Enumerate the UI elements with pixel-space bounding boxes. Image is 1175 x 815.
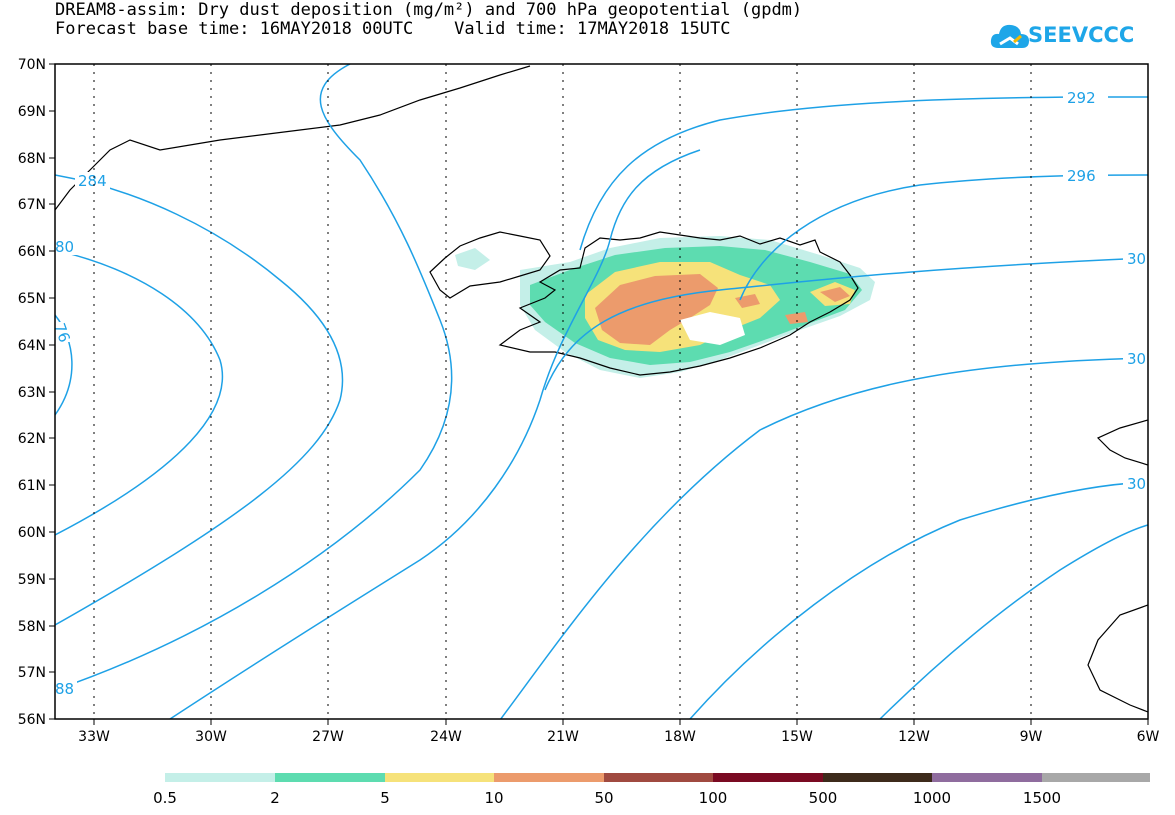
contour-280 xyxy=(55,249,224,536)
colorbar-label: 5 xyxy=(380,789,390,807)
contour-292 xyxy=(579,96,1148,251)
lon-label: 6W xyxy=(1137,729,1160,745)
grid-lines xyxy=(93,64,1032,719)
contour-label: 30 xyxy=(1127,475,1146,493)
contour-284 xyxy=(55,174,344,626)
greenland-coastline xyxy=(55,65,531,211)
contour-304 xyxy=(879,524,1148,719)
lat-label: 67N xyxy=(18,197,46,213)
westfjords-coastline xyxy=(429,231,551,299)
seevccc-logo: SEEVCCC xyxy=(990,16,1160,56)
lat-label: 59N xyxy=(18,572,46,588)
dust-shading xyxy=(455,236,875,378)
colorbar-swatch xyxy=(275,773,385,782)
plot-frame xyxy=(54,63,1149,720)
lon-labels: 33W 30W 27W 24W 21W 18W 15W 12W 9W 6W xyxy=(78,729,1159,745)
lat-label: 61N xyxy=(18,478,46,494)
contour-label: 284 xyxy=(78,172,107,190)
map-title: DREAM8-assim: Dry dust deposition (mg/m²… xyxy=(55,0,803,20)
contour-300c xyxy=(689,481,1148,719)
cloud-icon xyxy=(990,24,1029,48)
logo-text: SEEVCCC xyxy=(1028,23,1135,47)
lon-label: 27W xyxy=(312,729,344,745)
colorbar-swatch xyxy=(165,773,275,782)
lon-label: 12W xyxy=(898,729,930,745)
contour-label-boxes xyxy=(55,89,1148,697)
colorbar-label: 1500 xyxy=(1022,789,1062,807)
scotland-coastline xyxy=(1087,604,1148,713)
lat-label: 70N xyxy=(18,57,46,73)
lat-label: 56N xyxy=(18,712,46,728)
contour-label: 88 xyxy=(55,680,74,698)
colorbar-label: 10 xyxy=(484,789,504,807)
lat-label: 62N xyxy=(18,431,46,447)
lat-label: 63N xyxy=(18,385,46,401)
colorbar-label: 50 xyxy=(594,789,614,807)
lon-label: 24W xyxy=(430,729,462,745)
dust-layer-10 xyxy=(595,274,718,345)
lat-label: 57N xyxy=(18,665,46,681)
lat-label: 66N xyxy=(18,244,46,260)
contour-300a xyxy=(544,257,1148,391)
lat-label: 65N xyxy=(18,291,46,307)
coastlines xyxy=(55,65,1148,713)
geopotential-contours xyxy=(55,64,1148,719)
contour-300b xyxy=(499,357,1148,719)
lat-labels: 70N 69N 68N 67N 66N 65N 64N 63N 62N 61N … xyxy=(18,57,46,728)
colorbar-label: 100 xyxy=(698,789,728,807)
lat-label: 58N xyxy=(18,619,46,635)
lon-label: 21W xyxy=(547,729,579,745)
contour-label: 30 xyxy=(1127,350,1146,368)
colorbar-swatch xyxy=(713,773,823,782)
contour-label: 292 xyxy=(1067,89,1096,107)
contour-label: 76 xyxy=(50,321,73,345)
lon-label: 30W xyxy=(195,729,227,745)
colorbar-swatch xyxy=(823,773,932,782)
colorbar-swatch xyxy=(604,773,713,782)
norway-coastline xyxy=(1096,419,1148,466)
colorbar-label: 0.5 xyxy=(153,789,177,807)
lat-label: 69N xyxy=(18,104,46,120)
contour-288b xyxy=(169,149,701,719)
colorbar-label: 500 xyxy=(808,789,838,807)
map-subtitle: Forecast base time: 16MAY2018 00UTC Vali… xyxy=(55,19,731,39)
colorbar-swatch xyxy=(494,773,604,782)
contour-label: 80 xyxy=(55,238,74,256)
lat-label: 60N xyxy=(18,525,46,541)
contour-288 xyxy=(55,64,453,691)
colorbar-swatch xyxy=(932,773,1042,782)
lon-label: 18W xyxy=(664,729,696,745)
contour-labels: 292 296 30 30 30 284 80 76 88 xyxy=(50,89,1146,698)
contour-label: 30 xyxy=(1127,250,1146,268)
colorbar-swatch xyxy=(385,773,494,782)
lat-label: 64N xyxy=(18,338,46,354)
contour-label: 296 xyxy=(1067,167,1096,185)
lon-label: 9W xyxy=(1020,729,1043,745)
axis-ticks xyxy=(49,63,1149,725)
lon-label: 33W xyxy=(78,729,110,745)
colorbar-label: 2 xyxy=(270,789,280,807)
lon-label: 15W xyxy=(781,729,813,745)
lat-label: 68N xyxy=(18,151,46,167)
colorbar-label: 1000 xyxy=(912,789,952,807)
colorbar-swatch xyxy=(1042,773,1150,782)
